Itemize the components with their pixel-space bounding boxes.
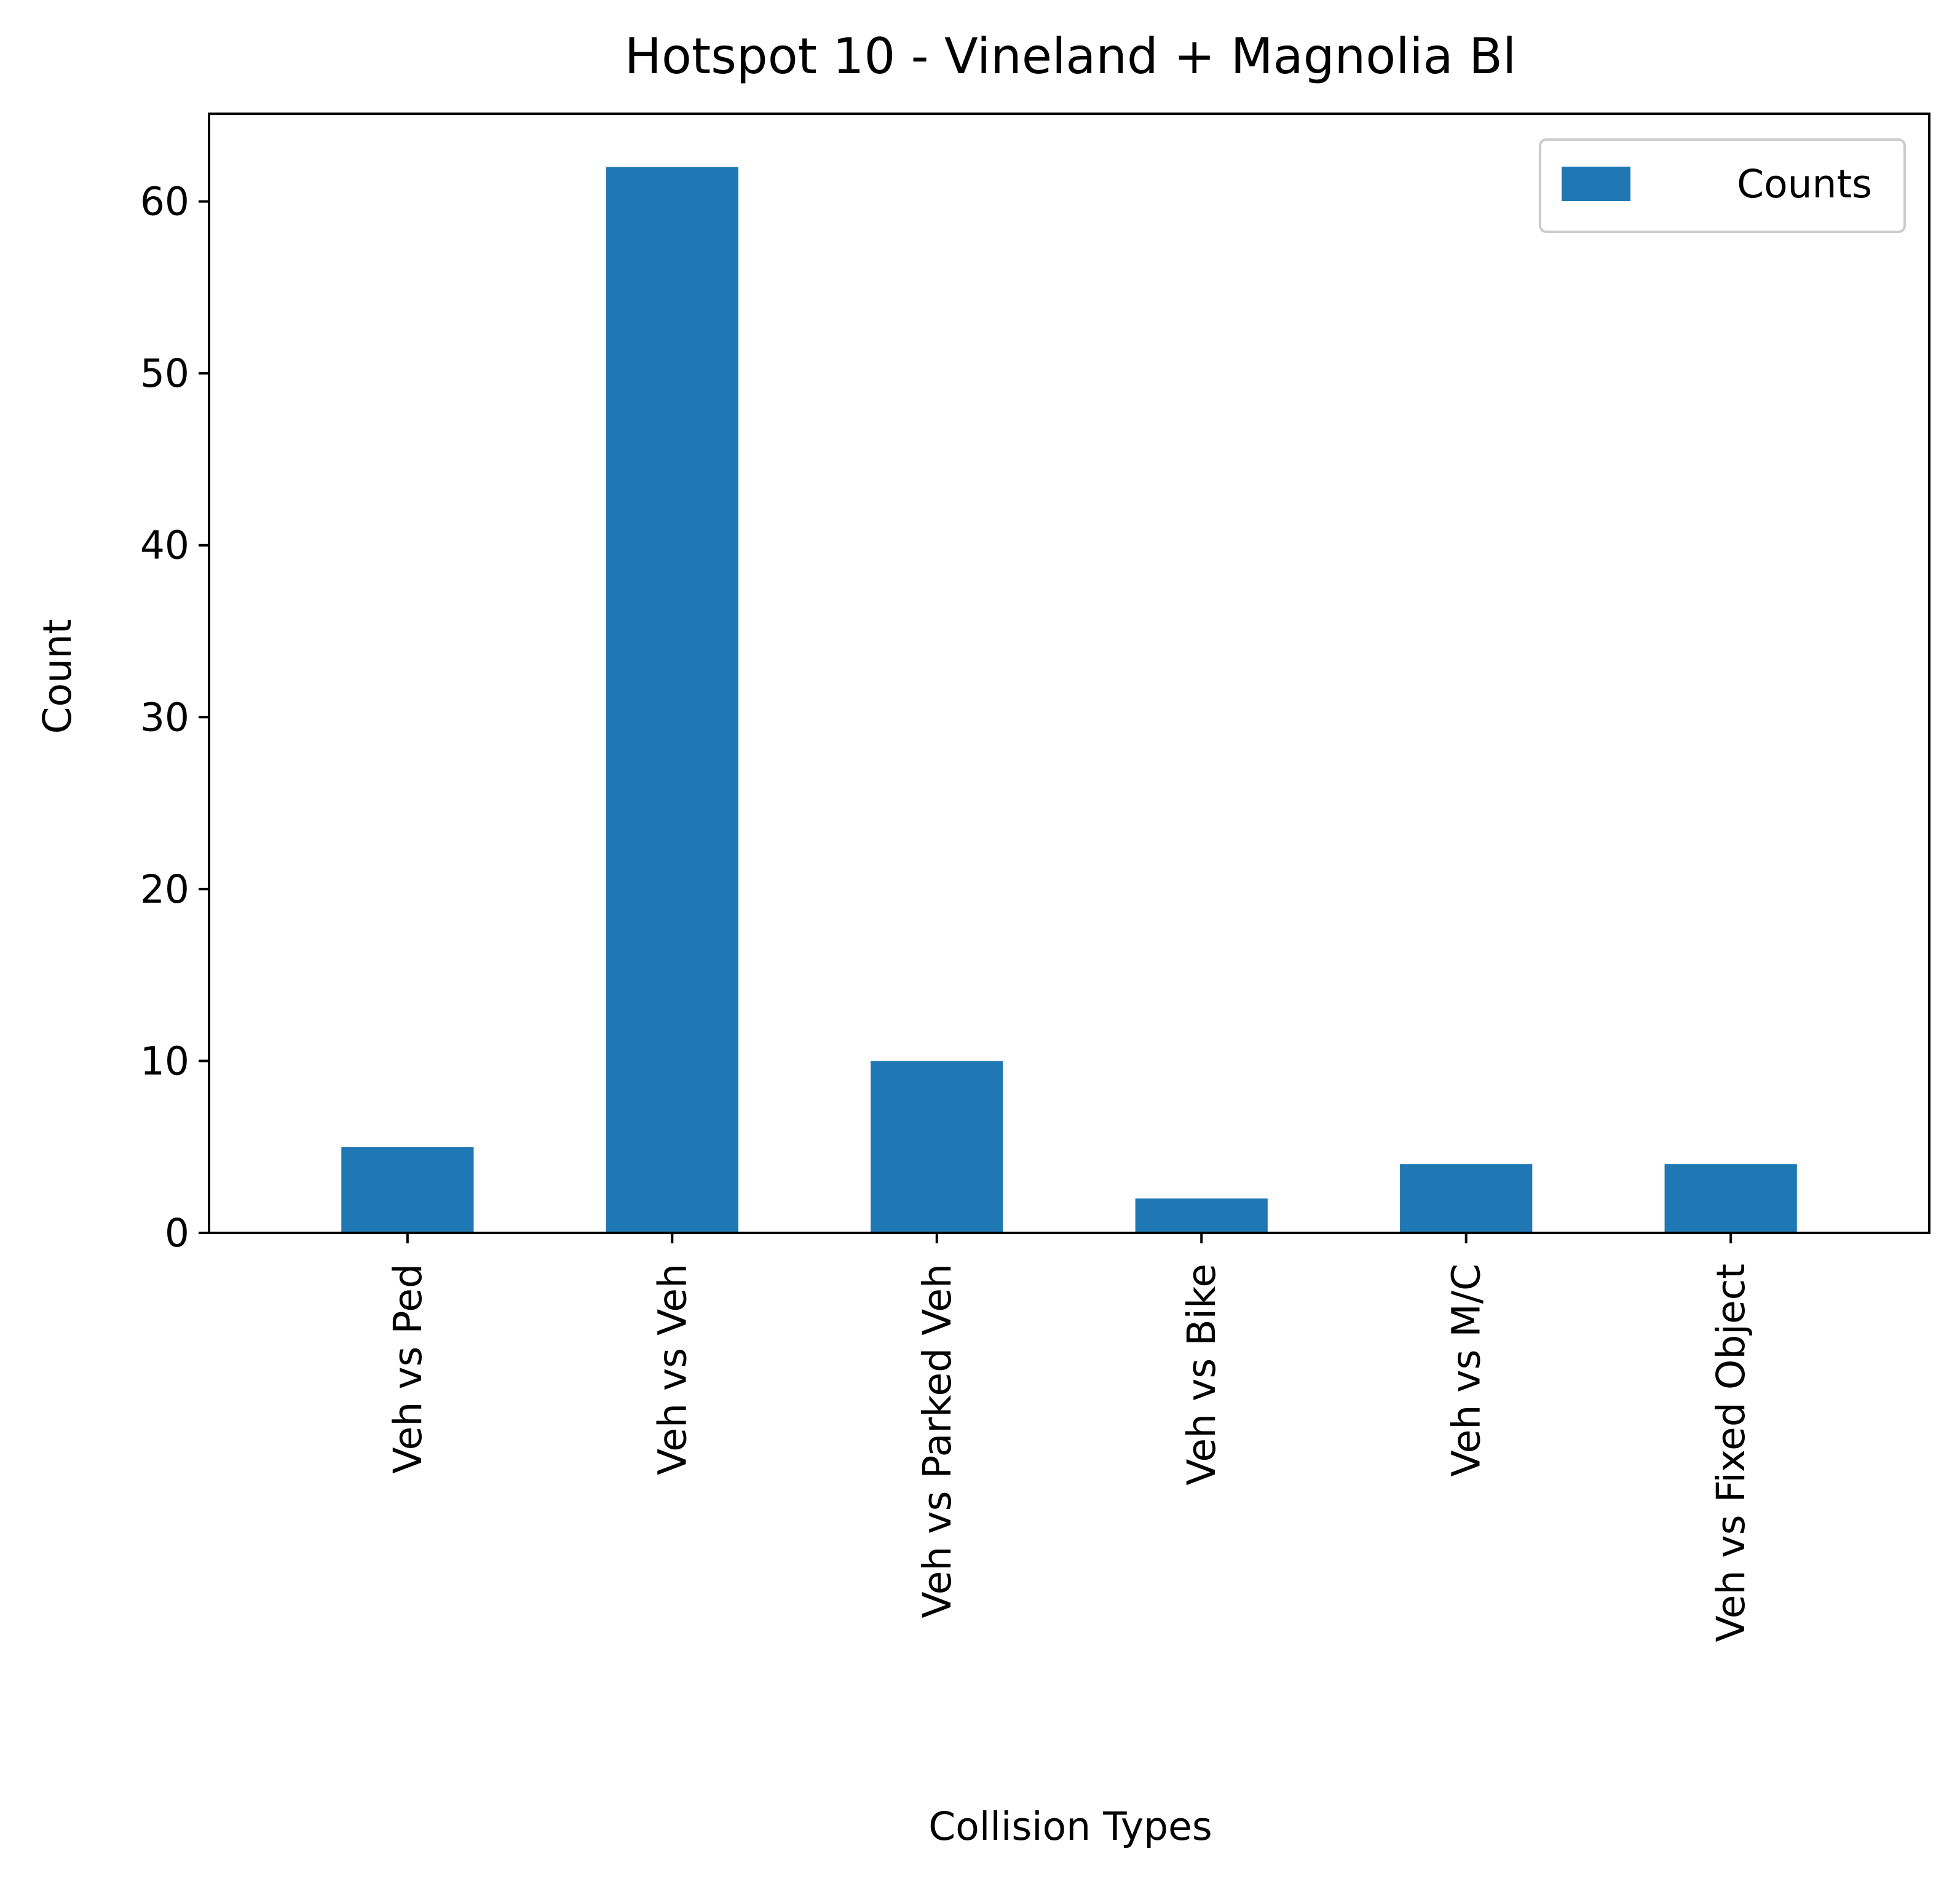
bar (1664, 1164, 1797, 1233)
bar (606, 167, 738, 1234)
y-axis-label: Count (35, 619, 80, 734)
x-tick-label: Veh vs M/C (1444, 1264, 1489, 1477)
x-axis-label: Collision Types (928, 1804, 1212, 1849)
chart-title: Hotspot 10 - Vineland + Magnolia Bl (625, 28, 1516, 85)
legend-label: Counts (1737, 162, 1872, 207)
y-tick-label: 40 (140, 523, 189, 568)
y-tick-label: 50 (140, 351, 189, 396)
x-tick-label: Veh vs Parked Veh (915, 1264, 960, 1618)
y-tick-label: 60 (140, 180, 189, 224)
bar (1400, 1164, 1533, 1233)
bars-group (341, 167, 1797, 1234)
x-tick-label: Veh vs Ped (385, 1264, 430, 1474)
x-tick-label: Veh vs Fixed Object (1709, 1264, 1753, 1642)
bar (871, 1061, 1003, 1233)
bar (341, 1147, 474, 1233)
y-tick-label: 30 (140, 695, 189, 740)
bar (1135, 1198, 1268, 1233)
x-axis: Veh vs Ped Veh vs Veh Veh vs Parked Veh Veh… (385, 1233, 1753, 1642)
y-tick-label: 0 (165, 1211, 189, 1256)
y-axis: 0 10 20 30 40 50 60 (140, 180, 209, 1256)
y-tick-label: 20 (140, 867, 189, 912)
legend-box (1539, 138, 1906, 233)
legend: Counts (1539, 138, 1906, 233)
x-tick-label: Veh vs Bike (1179, 1264, 1224, 1486)
legend-swatch (1562, 167, 1630, 201)
x-tick-label: Veh vs Veh (650, 1264, 695, 1475)
plot-frame (208, 113, 1930, 1234)
y-tick-label: 10 (140, 1039, 189, 1083)
